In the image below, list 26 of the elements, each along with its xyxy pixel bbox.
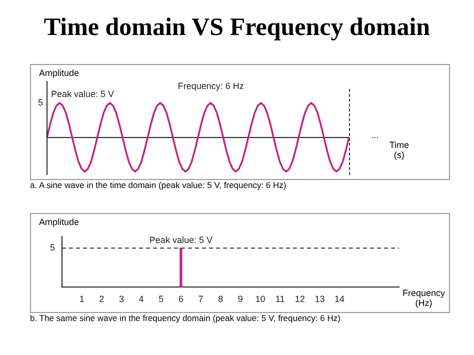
x-axis-title: Time (s): [389, 140, 409, 160]
x-tick-label: 14: [334, 294, 345, 304]
x-tick-label: 7: [198, 294, 204, 304]
x-tick-label: 13: [314, 294, 325, 304]
y-axis-title: Amplitude: [39, 217, 80, 227]
x-tick-label: 2: [99, 294, 104, 304]
x-tick-label: 1: [79, 294, 84, 304]
x-tick-label: 3: [118, 294, 124, 304]
text: ...: [371, 130, 379, 140]
text: a. A sine wave in the time domain (peak value: 5 V, frequency: 6 Hz): [30, 180, 286, 190]
x-tick-label: 12: [294, 294, 305, 304]
x-tick-label: 5: [158, 294, 164, 304]
chart-title: Time domain VS Frequency domain: [42, 14, 432, 42]
x-tick-label: 4: [138, 294, 144, 304]
x-tick-label: 10: [255, 294, 266, 304]
x-tick-label: 9: [238, 294, 243, 304]
text: 5: [38, 97, 43, 108]
x-tick-label: 11: [275, 294, 285, 304]
text: b. The same sine wave in the frequency domain (peak value: 5 V, frequency: 6 Hz): [30, 313, 340, 323]
text: Frequency: 6 Hz: [178, 80, 244, 91]
x-tick-label: 8: [218, 294, 224, 304]
y-axis-title: Amplitude: [39, 68, 80, 78]
annotation: Peak value: 5 V: [149, 235, 212, 246]
x-tick-label: 6: [178, 294, 184, 304]
x-axis-title: Frequency (Hz): [402, 288, 445, 308]
text: Peak value: 5 V: [51, 89, 114, 100]
